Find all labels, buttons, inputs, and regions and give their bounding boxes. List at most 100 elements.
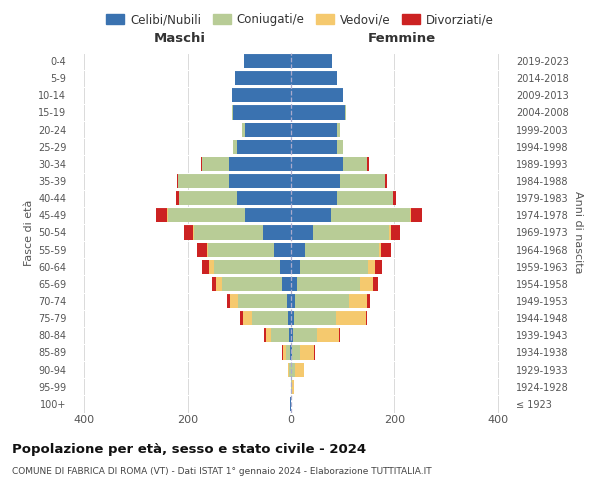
Bar <box>266 328 271 342</box>
Bar <box>379 242 382 256</box>
Bar <box>292 346 300 360</box>
Bar <box>233 140 237 154</box>
Bar <box>367 294 370 308</box>
Bar <box>345 106 346 120</box>
Bar <box>156 208 167 222</box>
Bar <box>202 260 209 274</box>
Bar <box>291 380 292 394</box>
Bar <box>263 226 291 239</box>
Bar <box>349 294 367 308</box>
Bar <box>291 140 337 154</box>
Bar <box>229 174 291 188</box>
Bar <box>339 328 340 342</box>
Bar <box>235 71 291 85</box>
Bar <box>291 226 313 239</box>
Text: COMUNE DI FABRICA DI ROMA (VT) - Dati ISTAT 1° gennaio 2024 - Elaborazione TUTTI: COMUNE DI FABRICA DI ROMA (VT) - Dati IS… <box>12 468 431 476</box>
Bar <box>337 122 340 136</box>
Bar <box>300 346 314 360</box>
Bar <box>243 311 252 325</box>
Bar <box>212 277 216 291</box>
Bar <box>227 294 230 308</box>
Bar <box>410 208 411 222</box>
Bar <box>291 88 343 102</box>
Bar <box>282 346 283 360</box>
Bar <box>237 140 291 154</box>
Bar <box>291 346 292 360</box>
Bar <box>197 242 207 256</box>
Bar <box>295 294 349 308</box>
Bar <box>291 54 332 68</box>
Bar <box>291 362 295 376</box>
Bar <box>233 106 291 120</box>
Bar <box>232 106 233 120</box>
Bar <box>291 277 297 291</box>
Bar <box>291 294 295 308</box>
Bar <box>202 157 229 171</box>
Bar <box>336 311 366 325</box>
Bar <box>291 328 293 342</box>
Bar <box>295 362 304 376</box>
Bar <box>331 208 410 222</box>
Bar <box>291 242 305 256</box>
Bar <box>289 362 291 376</box>
Bar <box>291 174 340 188</box>
Bar <box>373 277 378 291</box>
Bar <box>389 226 391 239</box>
Bar <box>293 328 317 342</box>
Text: Femmine: Femmine <box>368 32 436 46</box>
Bar <box>193 226 194 239</box>
Bar <box>238 294 287 308</box>
Bar <box>282 277 291 291</box>
Bar <box>291 311 293 325</box>
Bar <box>337 140 343 154</box>
Bar <box>177 174 178 188</box>
Bar <box>305 242 379 256</box>
Bar <box>360 277 373 291</box>
Bar <box>223 277 282 291</box>
Bar <box>290 346 291 360</box>
Bar <box>391 226 400 239</box>
Bar <box>237 191 291 205</box>
Bar <box>291 208 331 222</box>
Bar <box>271 328 289 342</box>
Bar <box>289 311 291 325</box>
Bar <box>242 122 245 136</box>
Bar <box>337 191 393 205</box>
Bar <box>343 157 367 171</box>
Bar <box>300 260 368 274</box>
Bar <box>291 157 343 171</box>
Text: Maschi: Maschi <box>154 32 206 46</box>
Bar <box>287 294 291 308</box>
Bar <box>200 157 202 171</box>
Bar <box>176 191 179 205</box>
Bar <box>297 277 360 291</box>
Bar <box>245 122 291 136</box>
Bar <box>240 311 243 325</box>
Bar <box>167 208 168 222</box>
Bar <box>291 122 337 136</box>
Bar <box>168 208 245 222</box>
Bar <box>366 311 367 325</box>
Legend: Celibi/Nubili, Coniugati/e, Vedovi/e, Divorziati/e: Celibi/Nubili, Coniugati/e, Vedovi/e, Di… <box>101 8 499 31</box>
Bar <box>280 260 291 274</box>
Bar <box>291 106 345 120</box>
Bar <box>184 226 193 239</box>
Bar <box>244 54 291 68</box>
Bar <box>292 380 294 394</box>
Bar <box>374 260 382 274</box>
Bar <box>214 260 280 274</box>
Bar <box>313 226 389 239</box>
Bar <box>194 226 263 239</box>
Bar <box>289 328 291 342</box>
Bar <box>216 277 223 291</box>
Bar <box>209 260 214 274</box>
Bar <box>245 208 291 222</box>
Bar <box>286 346 290 360</box>
Bar <box>208 242 274 256</box>
Bar <box>291 71 337 85</box>
Bar <box>283 346 286 360</box>
Y-axis label: Fasce di età: Fasce di età <box>23 200 34 266</box>
Bar <box>393 191 396 205</box>
Y-axis label: Anni di nascita: Anni di nascita <box>572 191 583 274</box>
Bar <box>411 208 422 222</box>
